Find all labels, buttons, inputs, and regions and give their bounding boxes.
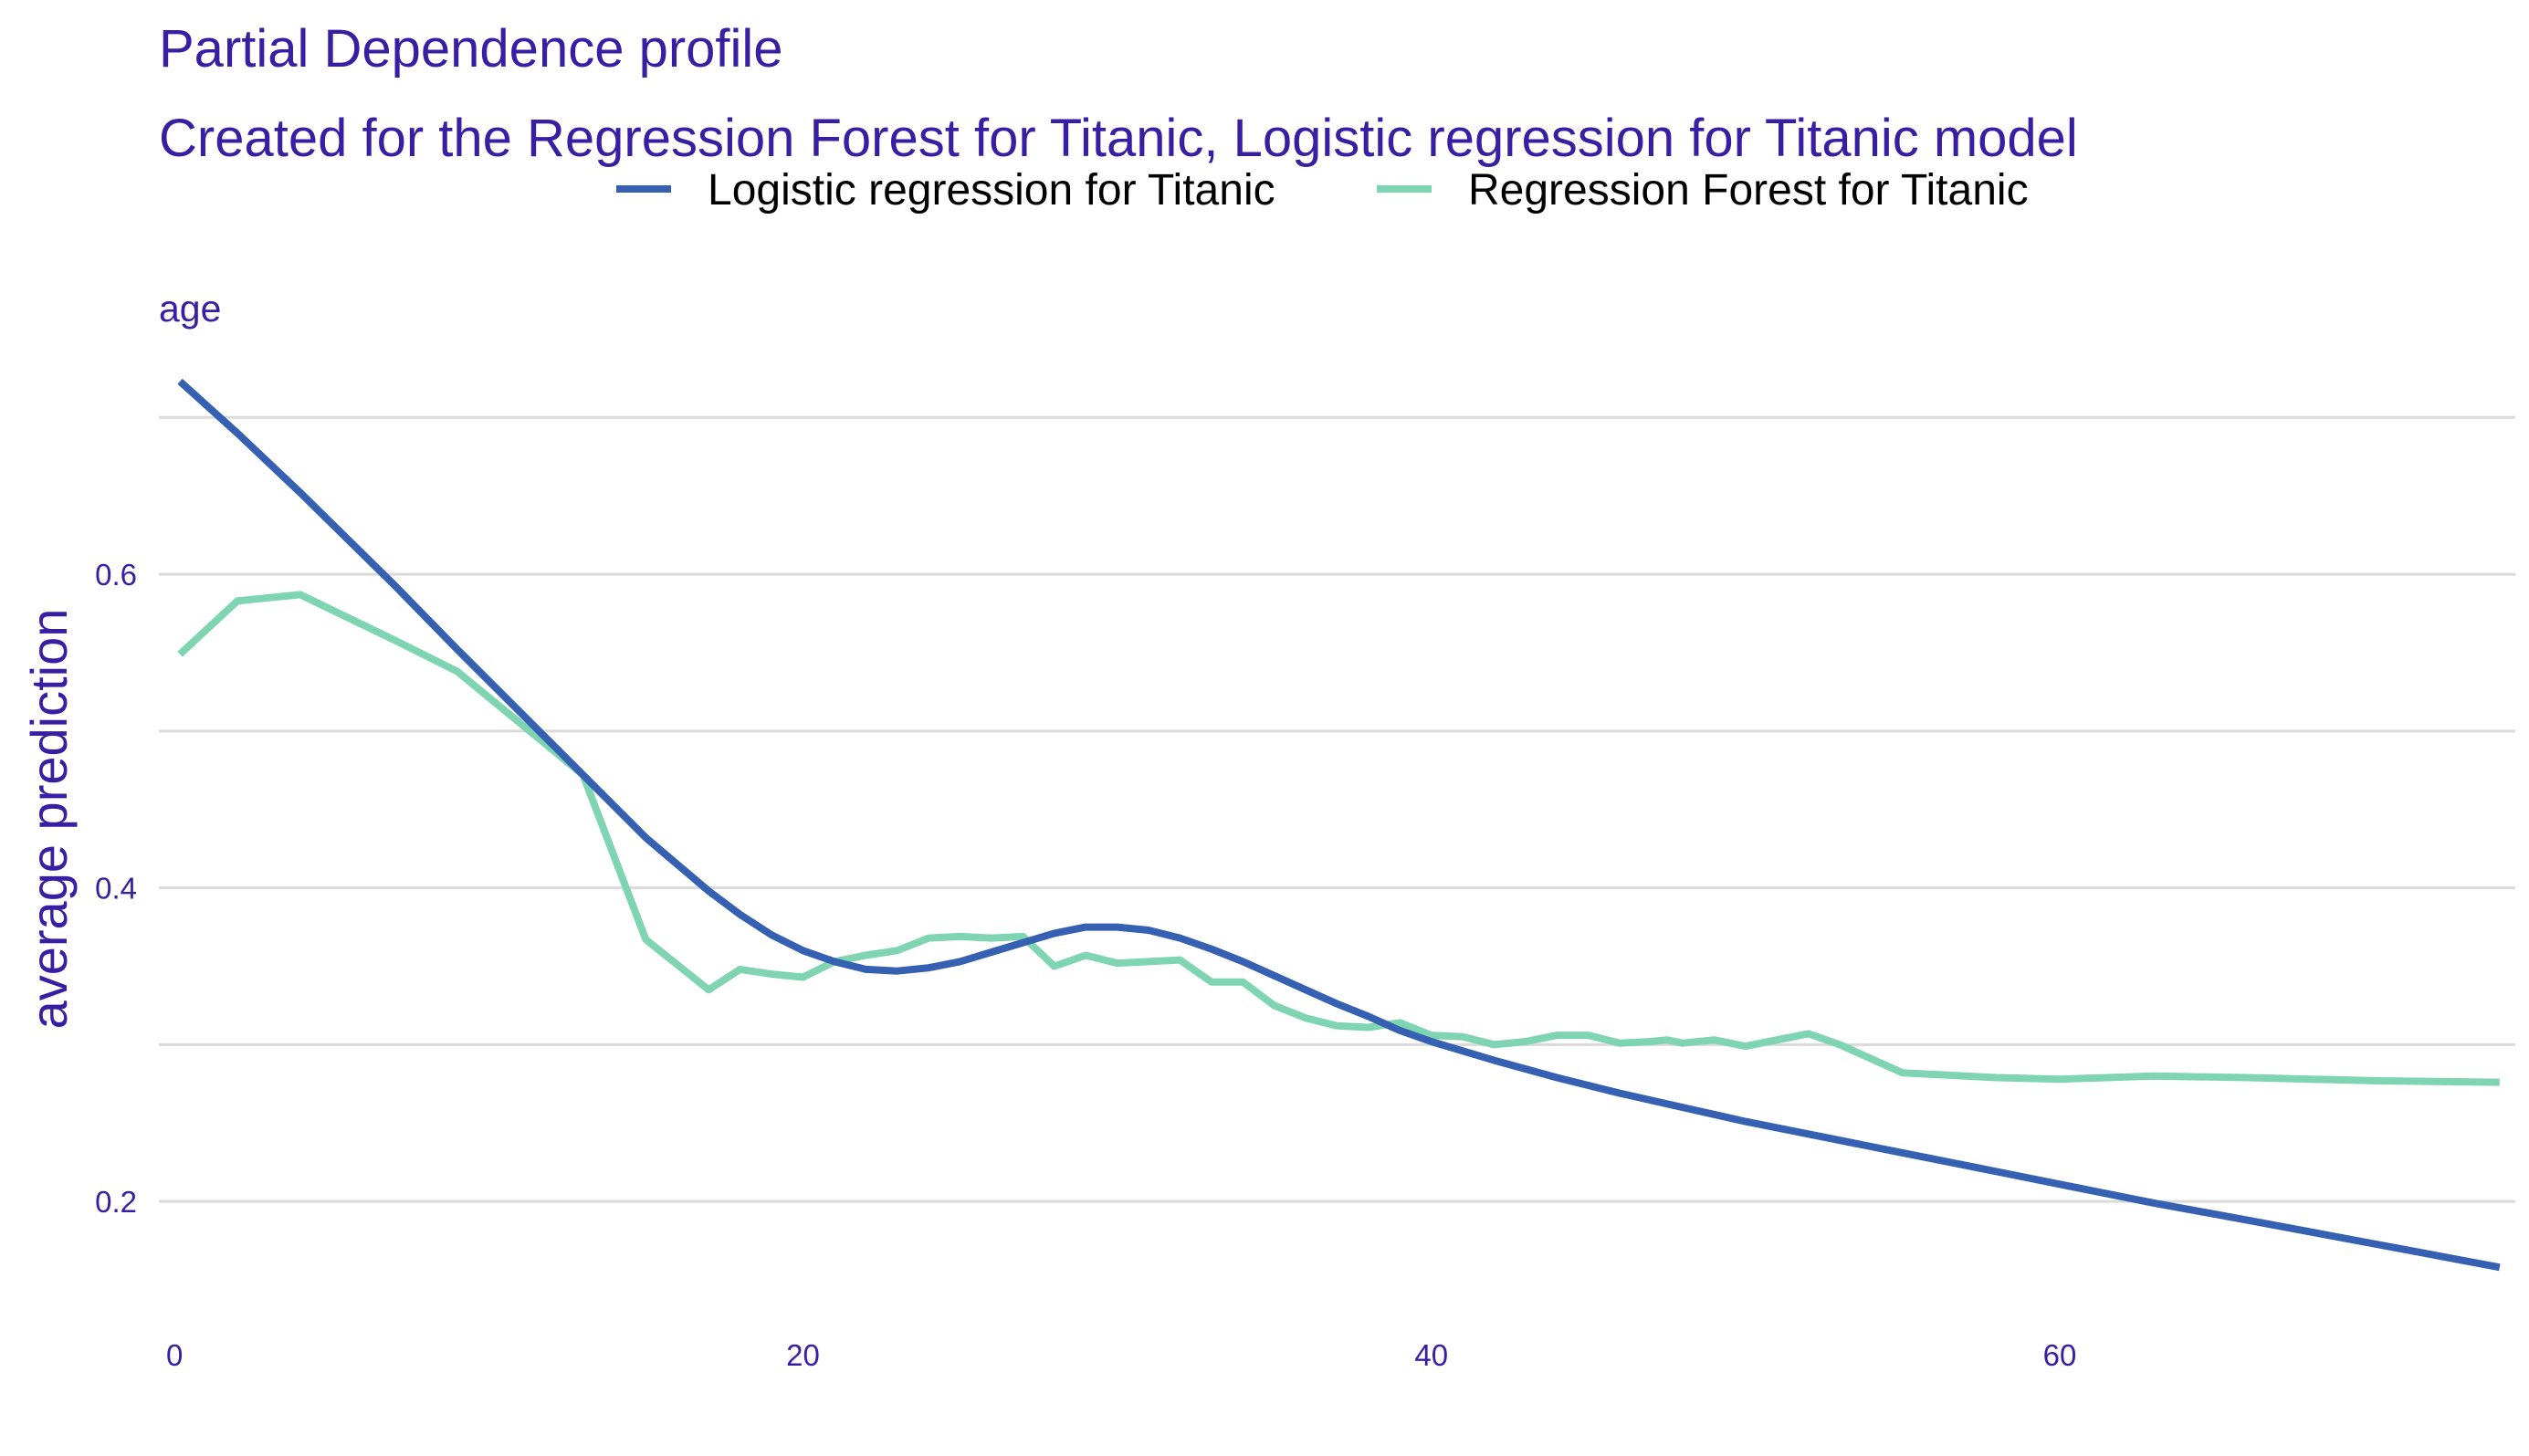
y-tick-label: 0.6 xyxy=(95,558,137,592)
x-tick-label: 0 xyxy=(166,1338,183,1372)
series-lines xyxy=(177,378,2501,1272)
x-tick-label: 40 xyxy=(1414,1338,1448,1372)
legend-label-0: Logistic regression for Titanic xyxy=(708,166,1275,215)
y-axis-title: average prediction xyxy=(20,609,78,1030)
x-tick-label: 20 xyxy=(786,1338,820,1372)
series-line-regression-forest xyxy=(177,591,2500,1086)
x-tick-label: 60 xyxy=(2043,1338,2077,1372)
chart-title: Partial Dependence profile xyxy=(159,19,783,79)
series-line-logistic-regression xyxy=(177,378,2501,1272)
chart-subtitle: Created for the Regression Forest for Ti… xyxy=(159,109,2078,168)
y-axis-ticks: 0.2 0.4 0.6 xyxy=(95,558,137,1219)
x-axis-ticks: 0 20 40 60 xyxy=(166,1338,2076,1372)
y-tick-label: 0.2 xyxy=(95,1185,137,1219)
gridlines xyxy=(159,415,2515,1203)
panel-label-age: age xyxy=(159,288,221,330)
legend-label-1: Regression Forest for Titanic xyxy=(1468,166,2029,215)
y-tick-label: 0.4 xyxy=(95,872,137,906)
legend: Logistic regression for Titanic Regressio… xyxy=(616,166,2029,215)
